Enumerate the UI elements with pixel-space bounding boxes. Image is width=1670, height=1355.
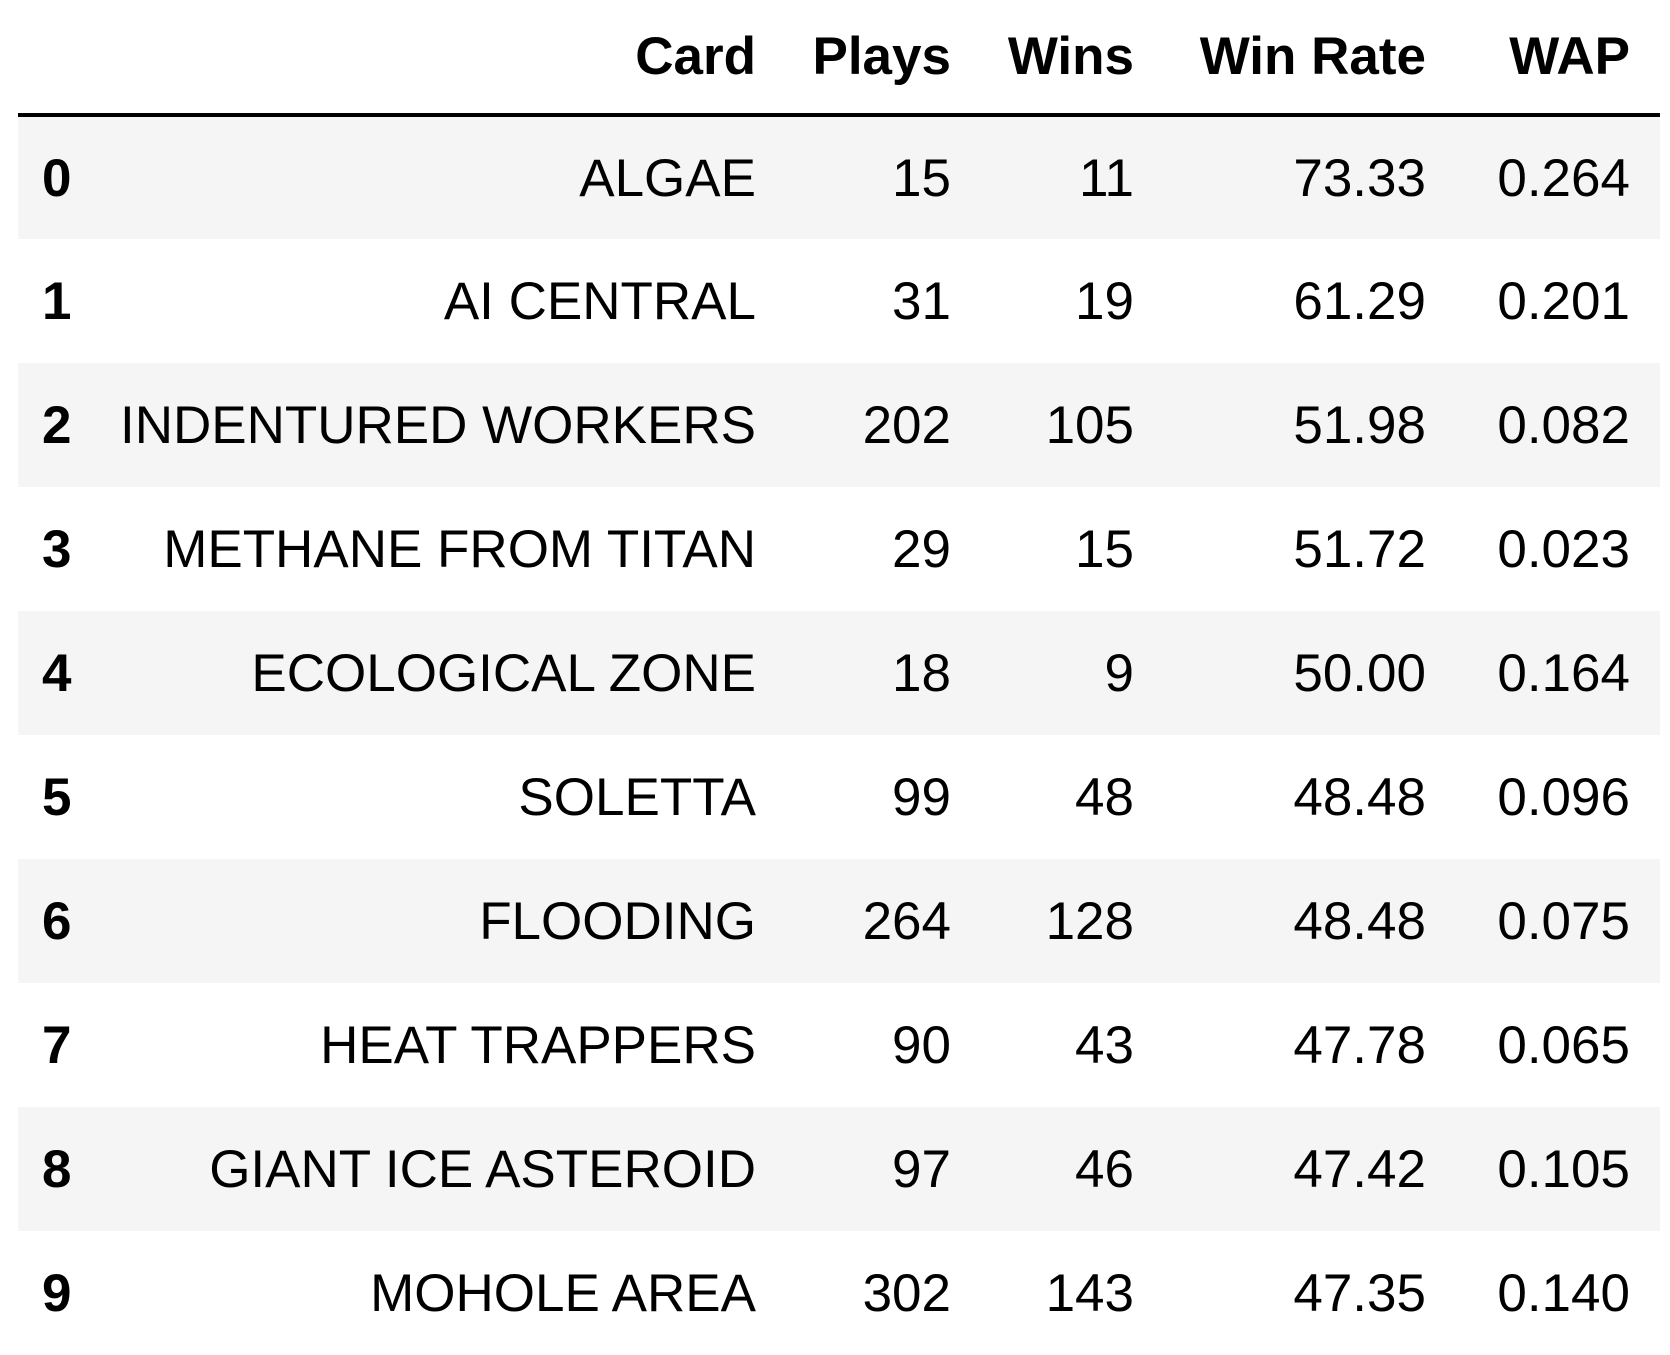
cell-card: GIANT ICE ASTEROID bbox=[209, 1139, 756, 1199]
row-index: 3 bbox=[42, 519, 72, 579]
cell-win-rate: 51.98 bbox=[1293, 395, 1426, 455]
cell-plays: 18 bbox=[892, 643, 951, 703]
row-index: 2 bbox=[42, 395, 72, 455]
cell-wins: 15 bbox=[1075, 519, 1134, 579]
table-body: 0 ALGAE 15 11 73.33 0.264 1 AI CENTRAL 3… bbox=[18, 115, 1660, 1355]
table-row: 4 ECOLOGICAL ZONE 18 9 50.00 0.164 bbox=[18, 611, 1660, 735]
cell-wap: 0.065 bbox=[1497, 1015, 1630, 1075]
cell-wins: 46 bbox=[1075, 1139, 1134, 1199]
table-row: 3 METHANE FROM TITAN 29 15 51.72 0.023 bbox=[18, 487, 1660, 611]
column-header-wap: WAP bbox=[1456, 0, 1660, 117]
cell-plays: 29 bbox=[892, 519, 951, 579]
cell-win-rate: 73.33 bbox=[1293, 148, 1426, 208]
cell-wins: 9 bbox=[1104, 643, 1134, 703]
row-index: 4 bbox=[42, 643, 72, 703]
cell-win-rate: 51.72 bbox=[1293, 519, 1426, 579]
row-index: 8 bbox=[42, 1139, 72, 1199]
table-header: Card Plays Wins Win Rate WAP bbox=[18, 0, 1660, 117]
cell-wins: 43 bbox=[1075, 1015, 1134, 1075]
cell-wap: 0.201 bbox=[1497, 271, 1630, 331]
cell-card: FLOODING bbox=[479, 891, 756, 951]
cell-card: AI CENTRAL bbox=[443, 271, 756, 331]
table-row: 7 HEAT TRAPPERS 90 43 47.78 0.065 bbox=[18, 983, 1660, 1107]
cell-wap: 0.096 bbox=[1497, 767, 1630, 827]
cell-plays: 202 bbox=[862, 395, 951, 455]
cell-win-rate: 47.42 bbox=[1293, 1139, 1426, 1199]
cell-win-rate: 47.35 bbox=[1293, 1263, 1426, 1323]
cell-wins: 19 bbox=[1075, 271, 1134, 331]
cell-wap: 0.075 bbox=[1497, 891, 1630, 951]
cell-card: INDENTURED WORKERS bbox=[119, 395, 756, 455]
header-row: Card Plays Wins Win Rate WAP bbox=[18, 0, 1660, 117]
column-header-win-rate: Win Rate bbox=[1164, 0, 1456, 117]
cell-win-rate: 47.78 bbox=[1293, 1015, 1426, 1075]
table-row: 1 AI CENTRAL 31 19 61.29 0.201 bbox=[18, 239, 1660, 363]
table-row: 8 GIANT ICE ASTEROID 97 46 47.42 0.105 bbox=[18, 1107, 1660, 1231]
cell-wins: 105 bbox=[1045, 395, 1134, 455]
row-index: 1 bbox=[42, 271, 72, 331]
column-header-plays: Plays bbox=[786, 0, 981, 117]
cell-plays: 264 bbox=[862, 891, 951, 951]
cell-card: HEAT TRAPPERS bbox=[320, 1015, 756, 1075]
dataframe-table: Card Plays Wins Win Rate WAP 0 ALGAE 15 … bbox=[18, 0, 1660, 1355]
cell-wins: 128 bbox=[1045, 891, 1134, 951]
row-index: 9 bbox=[42, 1263, 72, 1323]
cell-plays: 31 bbox=[892, 271, 951, 331]
cell-wap: 0.164 bbox=[1497, 643, 1630, 703]
cell-wap: 0.023 bbox=[1497, 519, 1630, 579]
row-index: 6 bbox=[42, 891, 72, 951]
cell-plays: 97 bbox=[892, 1139, 951, 1199]
index-column-header bbox=[18, 0, 108, 117]
cell-card: SOLETTA bbox=[518, 767, 756, 827]
column-header-card: Card bbox=[108, 0, 786, 117]
cell-card: ALGAE bbox=[579, 148, 756, 208]
row-index: 7 bbox=[42, 1015, 72, 1075]
table-row: 0 ALGAE 15 11 73.33 0.264 bbox=[18, 115, 1660, 239]
table-row: 9 MOHOLE AREA 302 143 47.35 0.140 bbox=[18, 1231, 1660, 1355]
cell-card: METHANE FROM TITAN bbox=[163, 519, 756, 579]
cell-card: ECOLOGICAL ZONE bbox=[251, 643, 756, 703]
cell-win-rate: 61.29 bbox=[1293, 271, 1426, 331]
table-row: 5 SOLETTA 99 48 48.48 0.096 bbox=[18, 735, 1660, 859]
cell-wap: 0.140 bbox=[1497, 1263, 1630, 1323]
row-index: 5 bbox=[42, 767, 72, 827]
cell-wins: 11 bbox=[1078, 148, 1134, 208]
cell-plays: 90 bbox=[892, 1015, 951, 1075]
cell-win-rate: 48.48 bbox=[1293, 891, 1426, 951]
row-index: 0 bbox=[42, 148, 72, 208]
cell-plays: 302 bbox=[862, 1263, 951, 1323]
cell-plays: 15 bbox=[892, 148, 951, 208]
cell-wap: 0.082 bbox=[1497, 395, 1630, 455]
cell-wap: 0.105 bbox=[1497, 1139, 1630, 1199]
cell-wins: 48 bbox=[1075, 767, 1134, 827]
cell-card: MOHOLE AREA bbox=[370, 1263, 756, 1323]
table-row: 2 INDENTURED WORKERS 202 105 51.98 0.082 bbox=[18, 363, 1660, 487]
table-row: 6 FLOODING 264 128 48.48 0.075 bbox=[18, 859, 1660, 983]
cell-win-rate: 48.48 bbox=[1293, 767, 1426, 827]
cell-wap: 0.264 bbox=[1497, 148, 1630, 208]
cell-wins: 143 bbox=[1045, 1263, 1134, 1323]
cell-win-rate: 50.00 bbox=[1293, 643, 1426, 703]
column-header-wins: Wins bbox=[981, 0, 1164, 117]
cell-plays: 99 bbox=[892, 767, 951, 827]
